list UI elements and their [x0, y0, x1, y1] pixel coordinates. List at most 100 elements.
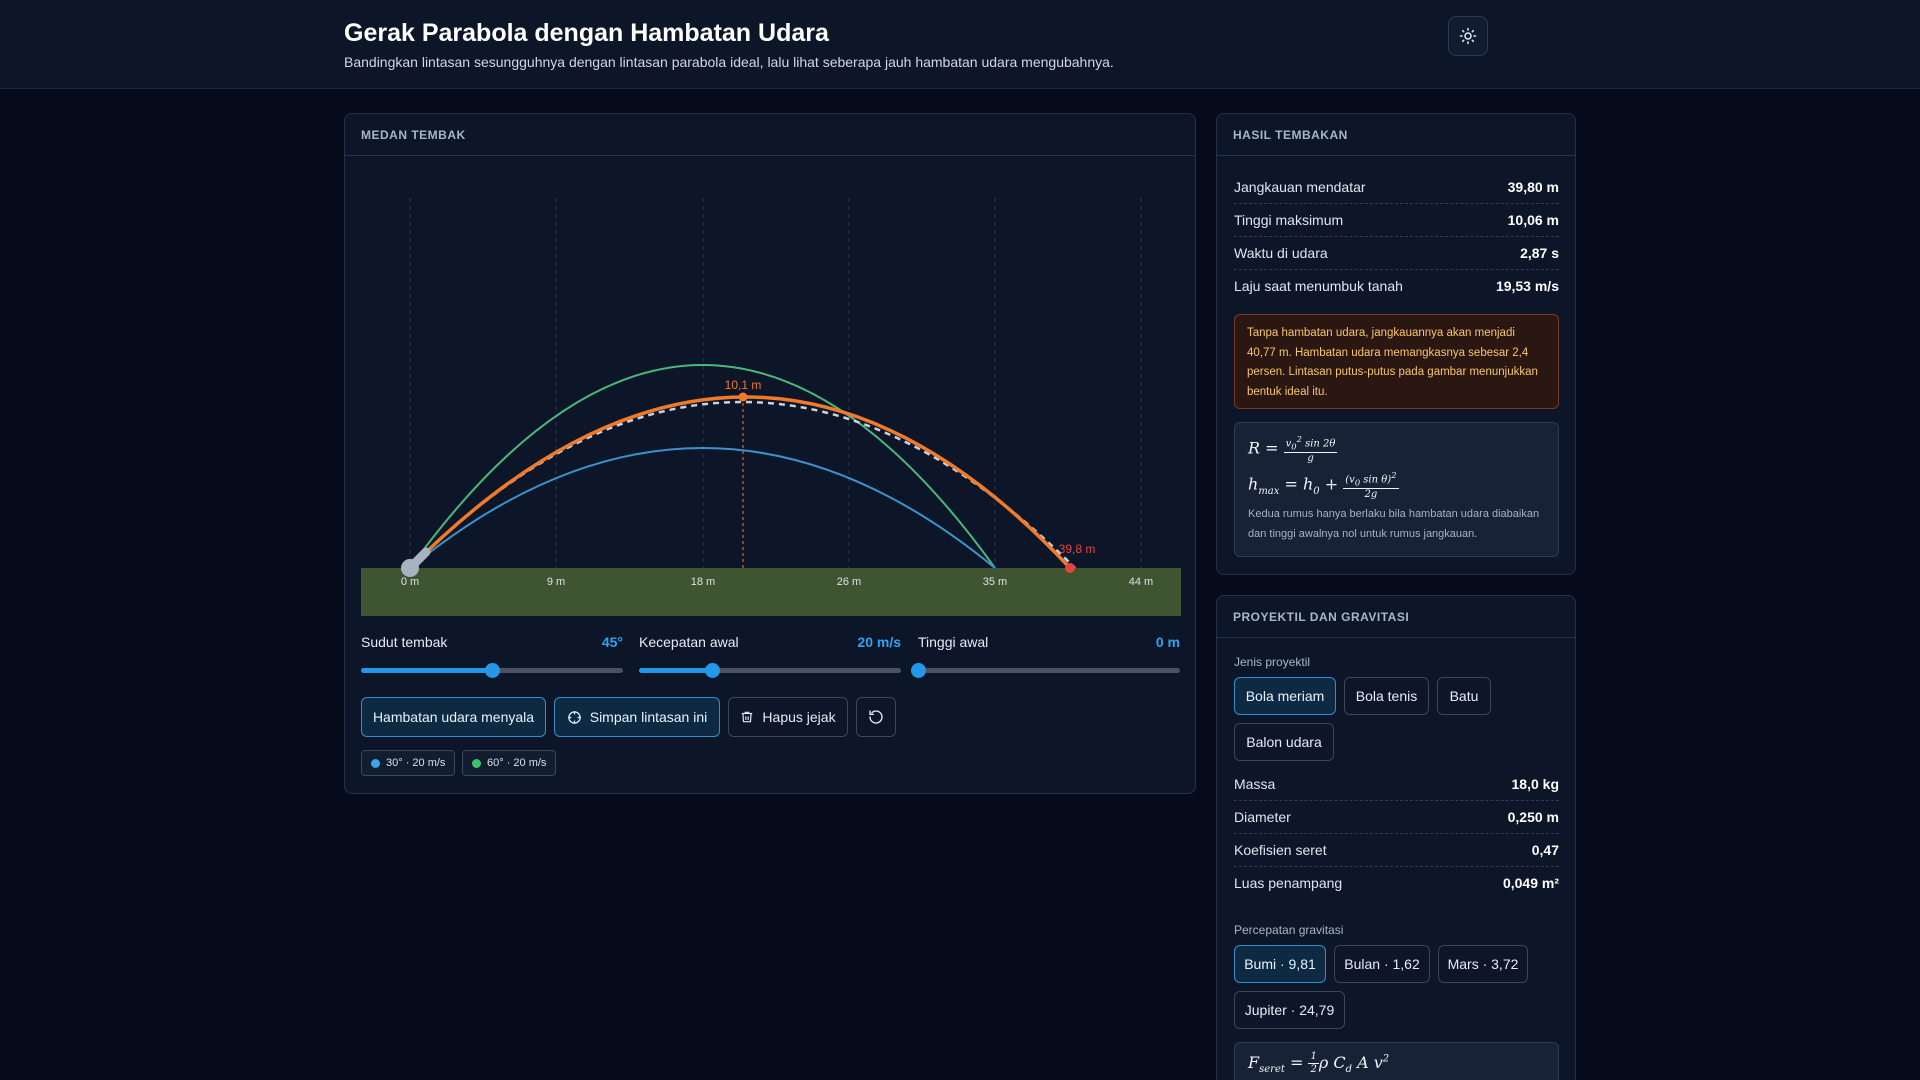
trace-30-path	[409, 447, 996, 569]
range-formula: R = v02 sin 2θ g	[1248, 434, 1338, 465]
result-value: 10,06 m	[1507, 212, 1559, 228]
speed-value: 20 m/s	[857, 634, 901, 650]
tick-label: 0 m	[401, 576, 419, 588]
trace-60-path	[409, 364, 996, 569]
property-label: Luas penampang	[1234, 875, 1343, 891]
projectile-panel: PROYEKTIL DAN GRAVITASI Jenis proyektil …	[1216, 595, 1576, 1080]
result-value: 19,53 m/s	[1495, 278, 1559, 294]
tick-label: 18 m	[691, 576, 715, 588]
top-bar: Gerak Parabola dengan Hambatan Udara Ban…	[0, 0, 1920, 89]
landing-marker	[1065, 563, 1075, 573]
projectile-option-tennis-ball[interactable]: Bola tenis	[1344, 677, 1429, 715]
formula-note: Kedua rumus hanya berlaku bila hambatan …	[1248, 508, 1540, 540]
air-resistance-label: Hambatan udara menyala	[372, 709, 535, 725]
results-title: HASIL TEMBAKAN	[1217, 114, 1575, 156]
axis-ticks: 0 m 9 m 18 m 26 m 35 m 44 m	[401, 576, 1153, 588]
height-value: 0 m	[1155, 634, 1180, 650]
theme-toggle-button[interactable]	[1448, 16, 1488, 56]
property-row: Luas penampang 0,049 m²	[1234, 867, 1559, 900]
result-label: Tinggi maksimum	[1234, 212, 1344, 228]
reset-icon	[869, 710, 883, 724]
cannon-icon[interactable]	[401, 547, 431, 577]
ground	[361, 568, 1181, 616]
angle-slider-thumb[interactable]	[485, 663, 500, 678]
clear-traces-label: Hapus jejak	[762, 709, 836, 725]
gravity-option-earth[interactable]: Bumi · 9,81	[1234, 945, 1326, 983]
save-trajectory-button[interactable]: Simpan lintasan ini	[554, 697, 720, 737]
peak-label: 10,1 m	[725, 378, 762, 392]
sun-icon	[1459, 27, 1477, 45]
projectile-title: PROYEKTIL DAN GRAVITASI	[1217, 596, 1575, 638]
tick-label: 44 m	[1129, 576, 1153, 588]
result-row: Jangkauan mendatar 39,80 m	[1234, 171, 1559, 204]
gravity-label: Percepatan gravitasi	[1234, 923, 1344, 937]
projectile-option-stone[interactable]: Batu	[1437, 677, 1491, 715]
height-slider-thumb[interactable]	[911, 663, 926, 678]
reset-button[interactable]	[856, 697, 896, 737]
gravity-option-mars[interactable]: Mars · 3,72	[1438, 945, 1528, 983]
page-subtitle: Bandingkan lintasan sesungguhnya dengan …	[344, 54, 1114, 70]
max-height-formula: hmax = h0 + (v0 sin θ)2 2g	[1248, 470, 1399, 501]
page-title: Gerak Parabola dengan Hambatan Udara	[344, 19, 829, 47]
property-value: 0,250 m	[1507, 809, 1559, 825]
property-value: 0,47	[1531, 842, 1559, 858]
trace-chip-30[interactable]: 30° · 20 m/s	[361, 750, 456, 776]
landing-label: 39,8 m	[1059, 542, 1096, 556]
height-slider[interactable]	[911, 663, 1180, 678]
projectile-type-label: Jenis proyektil	[1234, 655, 1311, 669]
angle-slider[interactable]	[361, 663, 623, 678]
result-value: 39,80 m	[1507, 179, 1559, 195]
result-value: 2,87 s	[1520, 245, 1559, 261]
property-value: 0,049 m²	[1502, 875, 1559, 891]
speed-slider-fill	[639, 668, 713, 673]
tick-label: 26 m	[837, 576, 861, 588]
result-label: Laju saat menumbuk tanah	[1234, 278, 1403, 294]
results-panel: HASIL TEMBAKAN Jangkauan mendatar 39,80 …	[1216, 113, 1576, 575]
trash-icon	[742, 711, 753, 723]
result-row: Waktu di udara 2,87 s	[1234, 237, 1559, 270]
tick-label: 35 m	[983, 576, 1007, 588]
firing-field-title: MEDAN TEMBAK	[345, 114, 1195, 156]
property-row: Massa 18,0 kg	[1234, 768, 1559, 801]
projectile-option-cannonball[interactable]: Bola meriam	[1234, 677, 1336, 715]
property-row: Diameter 0,250 m	[1234, 801, 1559, 834]
result-label: Jangkauan mendatar	[1234, 179, 1366, 195]
formula-box: R = v02 sin 2θ g hmax = h0 + (v0 sin θ)2 2…	[1234, 422, 1559, 557]
speed-slider[interactable]	[639, 663, 901, 678]
tick-label: 9 m	[547, 576, 565, 588]
firing-field-panel: MEDAN TEMBAK 0 m 9 m 18 m 26 m 35 m 44 m…	[344, 113, 1196, 794]
result-label: Waktu di udara	[1234, 245, 1328, 261]
speed-label: Kecepatan awal	[639, 634, 739, 650]
property-label: Massa	[1234, 776, 1276, 792]
property-row: Koefisien seret 0,47	[1234, 834, 1559, 867]
air-resistance-toggle-button[interactable]: Hambatan udara menyala	[361, 697, 546, 737]
speed-slider-thumb[interactable]	[705, 663, 721, 678]
trajectory-path	[408, 395, 1072, 570]
clear-traces-button[interactable]: Hapus jejak	[728, 697, 848, 737]
trajectory-canvas[interactable]: 0 m 9 m 18 m 26 m 35 m 44 m 10,1 m 39,8 …	[361, 156, 1181, 616]
trace-chip-60[interactable]: 60° · 20 m/s	[462, 750, 557, 776]
peak-marker	[738, 392, 748, 402]
result-row: Tinggi maksimum 10,06 m	[1234, 204, 1559, 237]
trace-color-dot	[472, 758, 481, 768]
air-resistance-warning: Tanpa hambatan udara, jangkauannya akan …	[1234, 314, 1559, 409]
trace-chip-label: 60° · 20 m/s	[487, 757, 547, 769]
result-row: Laju saat menumbuk tanah 19,53 m/s	[1234, 270, 1559, 303]
angle-value: 45°	[601, 634, 623, 650]
save-trajectory-label: Simpan lintasan ini	[589, 709, 708, 725]
gravity-option-jupiter[interactable]: Jupiter · 24,79	[1234, 991, 1345, 1029]
angle-label: Sudut tembak	[361, 634, 448, 650]
projectile-option-balloon[interactable]: Balon udara	[1234, 723, 1334, 761]
gravity-option-moon[interactable]: Bulan · 1,62	[1334, 945, 1430, 983]
property-label: Koefisien seret	[1234, 842, 1327, 858]
trace-chip-label: 30° · 20 m/s	[386, 757, 446, 769]
grid-lines	[409, 198, 1142, 568]
trace-color-dot	[371, 758, 380, 768]
property-label: Diameter	[1234, 809, 1291, 825]
property-value: 18,0 kg	[1511, 776, 1559, 792]
height-label: Tinggi awal	[918, 634, 989, 650]
angle-slider-fill	[361, 668, 492, 673]
crosshair-icon	[567, 710, 581, 724]
